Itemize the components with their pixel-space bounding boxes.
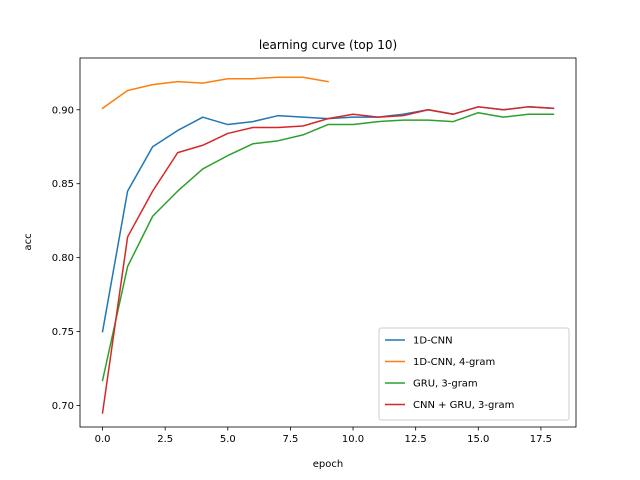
y-axis-label: acc [23,233,34,250]
series-line-3 [101,106,555,414]
x-tick-label: 0.0 [95,434,111,445]
y-tick-label: 0.70 [52,401,74,412]
y-axis: 0.70 0.75 0.80 0.85 0.90 [52,105,80,412]
series-layer [101,76,555,414]
legend-label-0: 1D-CNN [413,336,453,347]
x-tick-label: 5.0 [220,434,236,445]
x-axis: 0.0 2.5 5.0 7.5 10.0 12.5 15.0 17.5 [95,427,552,445]
legend-label-3: CNN + GRU, 3-gram [413,400,514,411]
y-tick-label: 0.80 [52,253,74,264]
legend: 1D-CNN 1D-CNN, 4-gram GRU, 3-gram CNN + GRU… [378,327,570,421]
legend-box [378,327,570,421]
chart-title: learning curve (top 10) [259,38,397,52]
y-tick-label: 0.85 [52,179,74,190]
x-axis-label: epoch [313,459,343,470]
x-tick-label: 7.5 [282,434,298,445]
y-tick-label: 0.90 [52,105,74,116]
series-line-1 [101,76,329,110]
x-tick-label: 17.5 [530,434,552,445]
plot-frame [79,57,577,428]
x-tick-label: 15.0 [467,434,489,445]
series-line-2 [101,111,555,382]
x-tick-label: 12.5 [405,434,427,445]
legend-label-2: GRU, 3-gram [413,379,478,390]
y-tick-label: 0.75 [52,327,74,338]
legend-label-1: 1D-CNN, 4-gram [413,357,495,368]
x-tick-label: 10.0 [342,434,364,445]
x-tick-label: 2.5 [157,434,173,445]
